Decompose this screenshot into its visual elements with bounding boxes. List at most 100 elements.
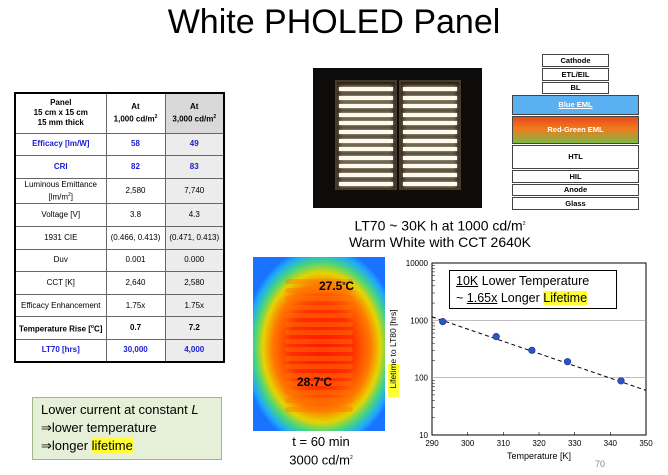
light-strip [339,87,393,91]
y-tick-label: 10 [419,431,428,440]
value-3000: 4,000 [164,338,225,363]
light-strip [403,138,457,143]
value-1000: 0.001 [105,248,166,273]
annotation-highlight: Lifetime [543,291,588,305]
layer-htl: HTL [512,145,639,169]
note-text: ⇒longer [41,438,92,453]
table-row: 1931 CIE (0.466, 0.413) (0.471, 0.413) [14,225,225,250]
y-label-rest-text: to LT80 [hrs] [388,309,398,358]
value-3000: (0.471, 0.413) [164,225,225,250]
light-strip [339,95,393,100]
value-3000: 4.3 [164,203,225,227]
y-axis-label: Lifetime to LT80 [hrs] [388,309,399,397]
temp-value: 28.7 [297,375,321,389]
thermal-stripe [285,355,353,361]
thermal-caption: t = 60 min 3000 cd/m2 [240,434,402,468]
annotation-text: Longer [497,291,544,305]
y-label-highlight [388,364,399,397]
row-label: Efficacy [lm/W] [14,132,107,157]
header-text: At [131,101,140,111]
temp-bottom-label: 28.7oC [297,375,332,389]
row-label-text: LT70 [hrs] [41,345,80,355]
layer-cathode: Cathode [542,54,609,67]
value-3000: 83 [164,155,225,179]
table-header-row: Panel 15 cm x 15 cm 15 mm thick At 1,000… [14,92,225,134]
row-label: Voltage [V] [14,203,107,227]
light-strip [403,147,457,152]
row-label-text: Voltage [V] [41,210,81,220]
value-1000: 2,640 [105,271,166,295]
annotation-line-1: 10K Lower Temperature [456,273,610,290]
light-strip [339,138,393,143]
row-label: Efficacy Enhancement [14,293,107,318]
value-3000: 1.75x [164,293,225,318]
thermal-stripe [285,372,353,378]
row-label-text: Efficacy Enhancement [21,300,101,310]
caption-text: 3000 cd/m [289,452,350,468]
header-sup: 2 [213,113,217,120]
temp-unit: C [323,375,333,389]
temp-unit: C [345,279,355,293]
data-point [492,333,500,341]
chart-annotation-box: 10K Lower Temperature ~ 1.65x Longer Lif… [449,270,617,309]
table-row: Temperature Rise [oC] 0.7 7.2 [14,316,225,340]
light-strip [403,164,457,169]
table-row: Efficacy [lm/W] 58 49 [14,132,225,157]
x-tick-label: 310 [497,439,511,448]
row-label-text: Efficacy [lm/W] [32,139,90,149]
thermal-stripe [285,338,353,344]
row-label-text: Temperature Rise [ [19,324,91,334]
light-strip [403,87,457,91]
header-3000: At 3,000 cd/m2 [164,92,225,134]
light-strip [403,104,457,109]
caption-text: LT70 ~ 30K h at 1000 cd/m [354,217,523,234]
annotation-underline: 10K [456,274,479,288]
light-strip [403,173,457,177]
table-row: Efficacy Enhancement 1.75x 1.75x [14,293,225,318]
temp-top-label: 27.5oC [319,279,354,293]
header-sup: 2 [154,113,158,120]
annotation-line-2: ~ 1.65x Longer Lifetime [456,290,610,307]
annotation-underline: 1.65x [466,291,498,305]
header-text: 3,000 cd/m [172,114,214,124]
layer-stack: Cathode ETL/EIL BL Blue EML Red-Green EML HTL… [512,54,639,210]
row-label: Temperature Rise [oC] [14,316,107,340]
light-strip [403,112,457,117]
row-label: Duv [14,248,107,273]
x-tick-label: 340 [604,439,618,448]
thermal-stripe [285,389,353,395]
caption-sup: 2 [349,455,353,461]
row-label: Luminous Emittance [lm/m2] [14,177,107,205]
thermal-stripe [285,304,353,310]
data-point [563,358,572,366]
data-point [617,377,625,385]
x-tick-label: 350 [639,439,653,448]
layer-bl: BL [542,82,609,94]
value-1000: 82 [105,155,166,179]
layer-hil: HIL [512,170,639,183]
light-strip [339,104,393,109]
thermal-stripe [285,406,353,412]
thermal-image: 27.5oC 28.7oC [253,257,385,431]
value-1000: 3.8 [105,203,166,227]
photo-caption: LT70 ~ 30K h at 1000 cd/m2 Warm White wi… [300,216,580,250]
light-strip [339,130,393,134]
value-1000: (0.466, 0.413) [105,225,166,250]
thermal-stripe [285,313,353,318]
slide-title: White PHOLED Panel [167,3,501,41]
value-3000: 49 [164,132,225,157]
row-label-text: 1931 CIE [44,232,78,242]
panel-left [335,80,397,190]
y-tick-label: 1000 [410,316,428,325]
note-highlight: lifetime [91,438,133,453]
table-row: LT70 [hrs] 30,000 4,000 [14,338,225,363]
layer-etl-eil: ETL/EIL [542,68,609,81]
x-tick-label: 320 [532,439,546,448]
thermal-stripe [285,279,353,284]
value-1000: 58 [105,132,166,157]
note-text: Lower current at constant [41,402,192,417]
data-point [528,346,536,354]
row-label-tail: C] [93,324,103,334]
x-axis-label: Temperature [K] [507,451,571,461]
thermal-caption-line-1: t = 60 min [292,434,350,449]
